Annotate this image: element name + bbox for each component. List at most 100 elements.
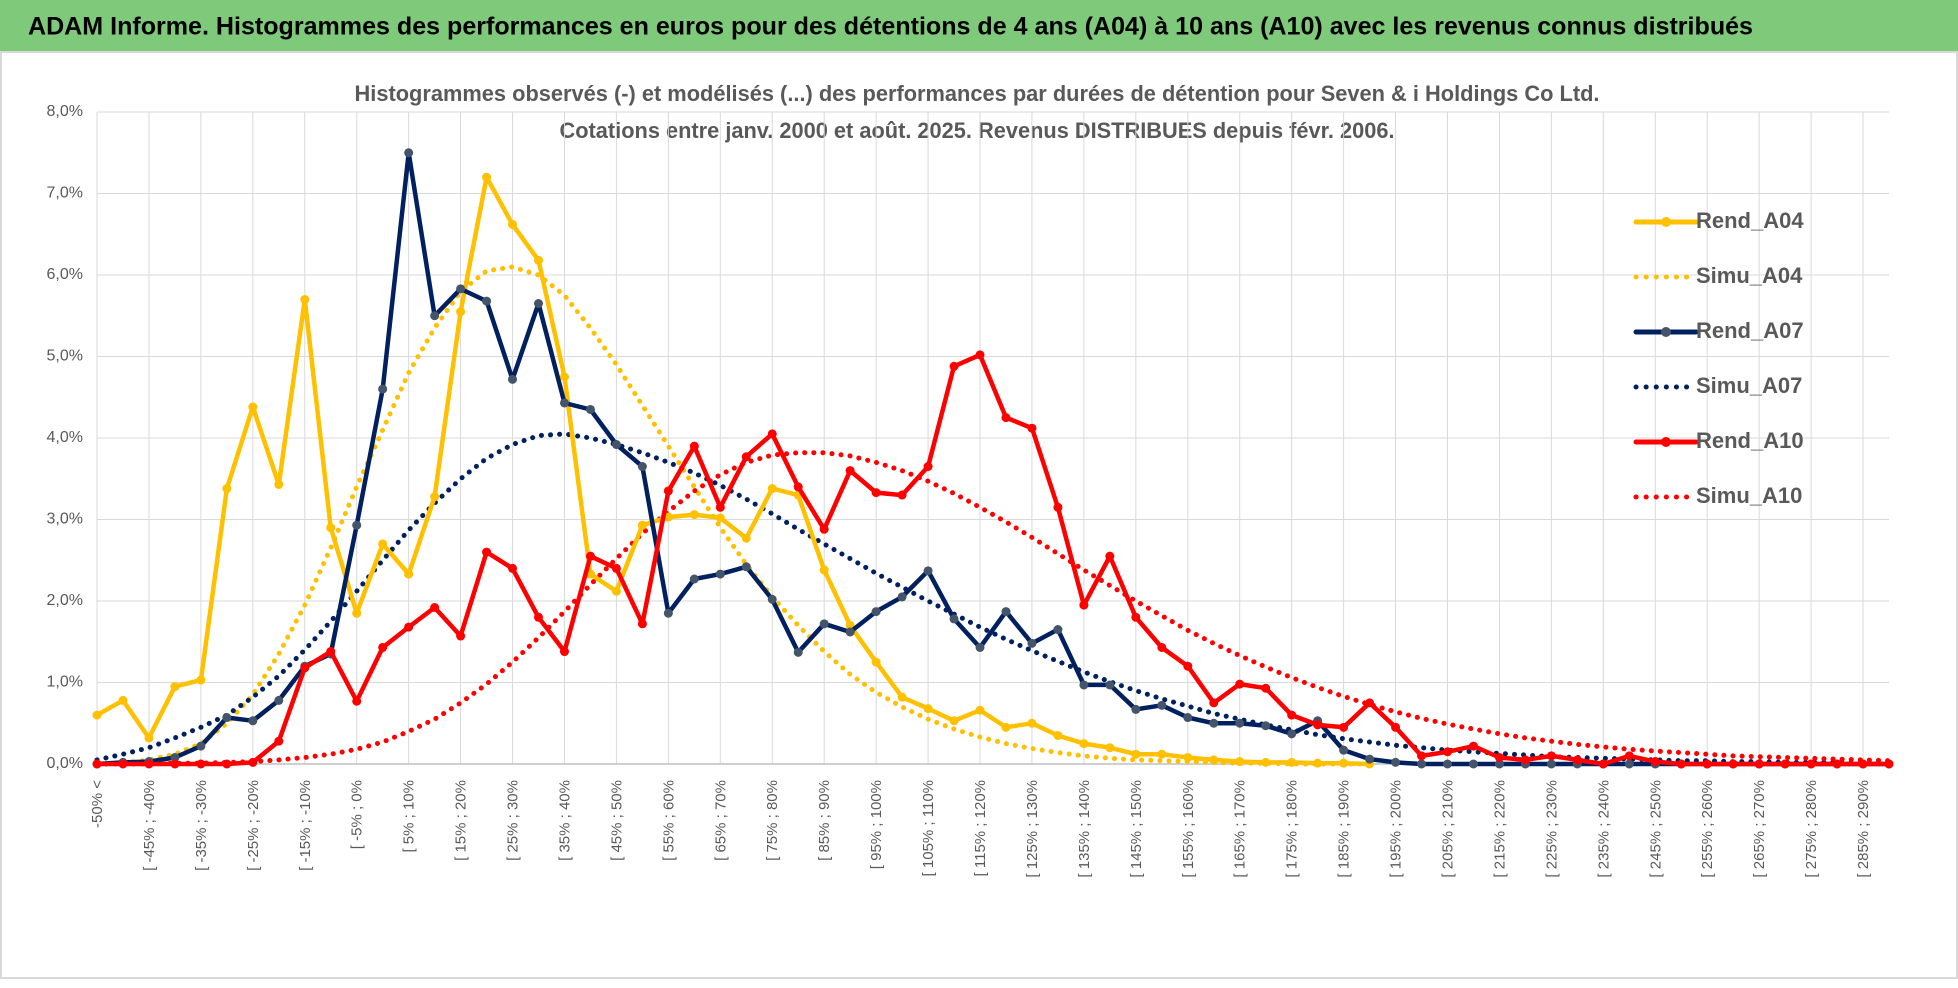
point <box>482 296 492 306</box>
x-tick-label: [ 15% ; 20% <box>453 780 470 861</box>
point <box>1858 759 1868 769</box>
x-tick-label: [ 205% ; 210% <box>1439 780 1456 878</box>
point <box>1391 757 1401 767</box>
point <box>326 647 336 657</box>
point <box>326 523 336 533</box>
point <box>611 563 621 573</box>
point <box>1261 683 1271 693</box>
point <box>1624 751 1634 761</box>
point <box>1235 757 1245 767</box>
point <box>741 562 751 572</box>
point <box>170 682 180 692</box>
point <box>508 563 518 573</box>
x-tick-label: [ -35% ; -30% <box>193 780 210 871</box>
chart-title: Histogrammes observés (-) et modélisés (… <box>355 81 1600 106</box>
point <box>663 512 673 522</box>
point <box>352 608 362 618</box>
point <box>1494 752 1504 762</box>
x-tick-label: [ 105% ; 110% <box>920 780 937 876</box>
point <box>378 642 388 652</box>
point <box>1417 751 1427 761</box>
x-tick-label: [ 125% ; 130% <box>1024 780 1041 878</box>
point <box>741 452 751 462</box>
x-tick-label: [ -15% ; -10% <box>297 780 314 871</box>
point <box>1806 759 1816 769</box>
point <box>559 372 569 382</box>
point <box>819 524 829 534</box>
point <box>767 484 777 494</box>
point <box>1468 741 1478 751</box>
point <box>456 631 466 641</box>
point <box>1494 759 1504 769</box>
point <box>1105 551 1115 561</box>
point <box>274 479 284 489</box>
point <box>144 759 154 769</box>
point <box>1157 642 1167 652</box>
point <box>663 608 673 618</box>
legend: Rend_A04 Simu_A04 Rend_A07 Simu_A07 Rend_A10… <box>1633 208 1804 508</box>
point <box>378 384 388 394</box>
point <box>793 482 803 492</box>
point <box>456 284 466 294</box>
x-tick-label: [ 215% ; 220% <box>1491 780 1508 878</box>
point <box>1572 755 1582 765</box>
point <box>1235 718 1245 728</box>
header-title: ADAM Informe. Histogrammes des performan… <box>28 13 1753 41</box>
point <box>1261 721 1271 731</box>
point <box>1027 423 1037 433</box>
point <box>248 757 258 767</box>
point <box>1105 680 1115 690</box>
point <box>430 311 440 321</box>
point <box>923 704 933 714</box>
point <box>897 490 907 500</box>
point <box>508 219 518 229</box>
point <box>1079 739 1089 749</box>
point <box>1313 720 1323 730</box>
point <box>1650 757 1660 767</box>
point <box>1287 757 1297 767</box>
point <box>456 307 466 317</box>
point <box>274 695 284 705</box>
y-tick-label: 7,0% <box>47 185 83 202</box>
point <box>170 752 180 762</box>
point <box>1884 759 1894 769</box>
point <box>923 462 933 472</box>
point <box>430 492 440 502</box>
point <box>1183 752 1193 762</box>
model-line <box>94 450 1892 767</box>
point <box>611 440 621 450</box>
point <box>1780 759 1790 769</box>
point <box>404 569 414 579</box>
point <box>1676 759 1686 769</box>
point <box>170 759 180 769</box>
legend-label: Rend_A10 <box>1696 428 1804 453</box>
point <box>585 404 595 414</box>
x-tick-label: [ 65% ; 70% <box>712 780 729 861</box>
point <box>897 692 907 702</box>
point <box>534 299 544 309</box>
y-tick-label: 8,0% <box>47 103 83 120</box>
point <box>1520 755 1530 765</box>
legend-label: Simu_A07 <box>1696 373 1802 398</box>
x-tick-label: [ 235% ; 240% <box>1595 780 1612 878</box>
point <box>378 539 388 549</box>
point <box>482 172 492 182</box>
x-tick-label: [ -25% ; -20% <box>245 780 262 871</box>
legend-label: Simu_A04 <box>1696 263 1803 288</box>
x-tick-label: [ 185% ; 190% <box>1336 780 1353 878</box>
point <box>819 565 829 575</box>
point <box>404 148 414 158</box>
y-tick-label: 4,0% <box>47 429 83 446</box>
model-line <box>94 264 1373 767</box>
point <box>1053 730 1063 740</box>
point <box>689 441 699 451</box>
x-tick-label: [ 75% ; 80% <box>764 780 781 861</box>
point <box>1339 745 1349 755</box>
y-tick-label: 0,0% <box>47 755 83 772</box>
plot <box>92 148 1894 769</box>
x-tick-label: [ 255% ; 260% <box>1699 780 1716 878</box>
point <box>871 488 881 498</box>
point <box>1287 710 1297 720</box>
point <box>482 547 492 557</box>
